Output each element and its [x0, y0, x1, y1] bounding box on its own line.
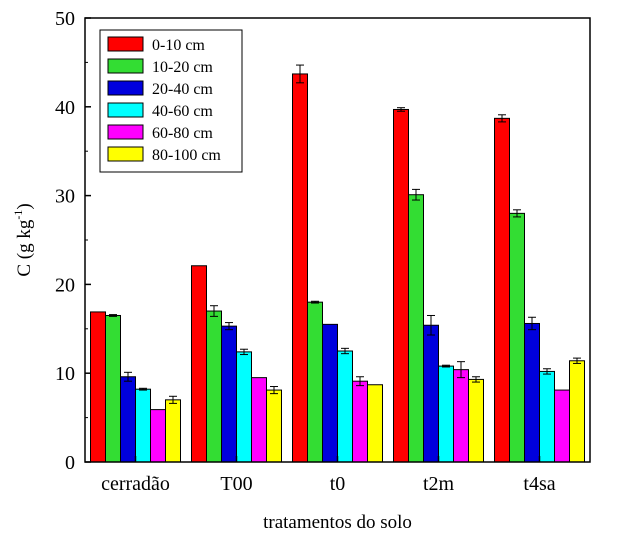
x-tick-label-3: t2m [423, 473, 455, 495]
legend-label-0: 0-10 cm [152, 37, 205, 54]
error-bars-layer [109, 64, 581, 404]
y-axis-title: C (g kg-1) [11, 203, 35, 276]
y-tick-label-20: 20 [55, 274, 75, 296]
legend-swatch-5 [107, 146, 144, 162]
bar-20-40cm-0 [120, 376, 136, 463]
bar-0-10cm-3 [393, 108, 409, 463]
bar-10-20cm-1 [206, 310, 222, 463]
legend-swatch-1 [107, 58, 144, 74]
bar-0-10cm-2 [292, 73, 308, 463]
bar-10-20cm-0 [105, 314, 121, 463]
y-axis-title-close: ) [14, 203, 35, 209]
x-axis-title: tratamentos do solo [263, 512, 412, 533]
bar-80-100cm-2 [367, 384, 383, 463]
bar-10-20cm-4 [509, 212, 525, 463]
y-tick-label-50: 50 [55, 8, 75, 30]
bar-60-80cm-1 [251, 377, 267, 463]
bar-40-60cm-4 [539, 370, 555, 463]
y-tick-label-40: 40 [55, 97, 75, 119]
bar-40-60cm-0 [135, 388, 151, 463]
bar-60-80cm-2 [352, 380, 368, 463]
bar-60-80cm-0 [150, 409, 166, 463]
bar-20-40cm-2 [322, 323, 338, 463]
legend-label-1: 10-20 cm [152, 59, 213, 76]
bar-80-100cm-0 [165, 399, 181, 463]
bar-0-10cm-0 [90, 311, 106, 463]
bar-20-40cm-3 [423, 324, 439, 463]
y-tick-label-10: 10 [55, 363, 75, 385]
x-tick-label-1: T00 [220, 473, 252, 495]
legend-swatch-4 [107, 124, 144, 140]
y-tick-label-30: 30 [55, 186, 75, 208]
bar-40-60cm-3 [438, 365, 454, 463]
legend-swatch-3 [107, 102, 144, 118]
legend-label-5: 80-100 cm [152, 147, 221, 164]
y-axis-title-main: C (g kg [14, 219, 35, 277]
bar-10-20cm-3 [408, 194, 424, 463]
bar-60-80cm-3 [453, 369, 469, 463]
y-axis-ticks: 0 10 20 30 40 50 [55, 8, 91, 474]
x-axis-ticks: cerradão T00 t0 t2m t4sa [101, 456, 556, 495]
bar-80-100cm-4 [569, 360, 585, 463]
legend: 0-10 cm 10-20 cm 20-40 cm 40-60 cm 60-80 cm 8… [99, 29, 243, 173]
y-axis-title-superscript: -1 [11, 210, 25, 220]
y-tick-label-0: 0 [65, 452, 75, 474]
bar-10-20cm-2 [307, 301, 323, 463]
legend-swatch-0 [107, 36, 144, 52]
bar-40-60cm-1 [236, 351, 252, 463]
bar-0-10cm-1 [191, 265, 207, 463]
x-tick-label-4: t4sa [523, 473, 555, 495]
bar-40-60cm-2 [337, 350, 353, 463]
legend-swatch-2 [107, 80, 144, 96]
bar-80-100cm-3 [468, 378, 484, 463]
bar-20-40cm-4 [524, 322, 540, 463]
legend-label-3: 40-60 cm [152, 103, 213, 120]
x-tick-label-2: t0 [330, 473, 346, 495]
x-tick-label-0: cerradão [101, 473, 170, 495]
bar-80-100cm-1 [266, 389, 282, 463]
bar-60-80cm-4 [554, 389, 570, 463]
bar-20-40cm-1 [221, 325, 237, 463]
legend-label-2: 20-40 cm [152, 81, 213, 98]
legend-label-4: 60-80 cm [152, 125, 213, 142]
bar-0-10cm-4 [494, 117, 510, 463]
